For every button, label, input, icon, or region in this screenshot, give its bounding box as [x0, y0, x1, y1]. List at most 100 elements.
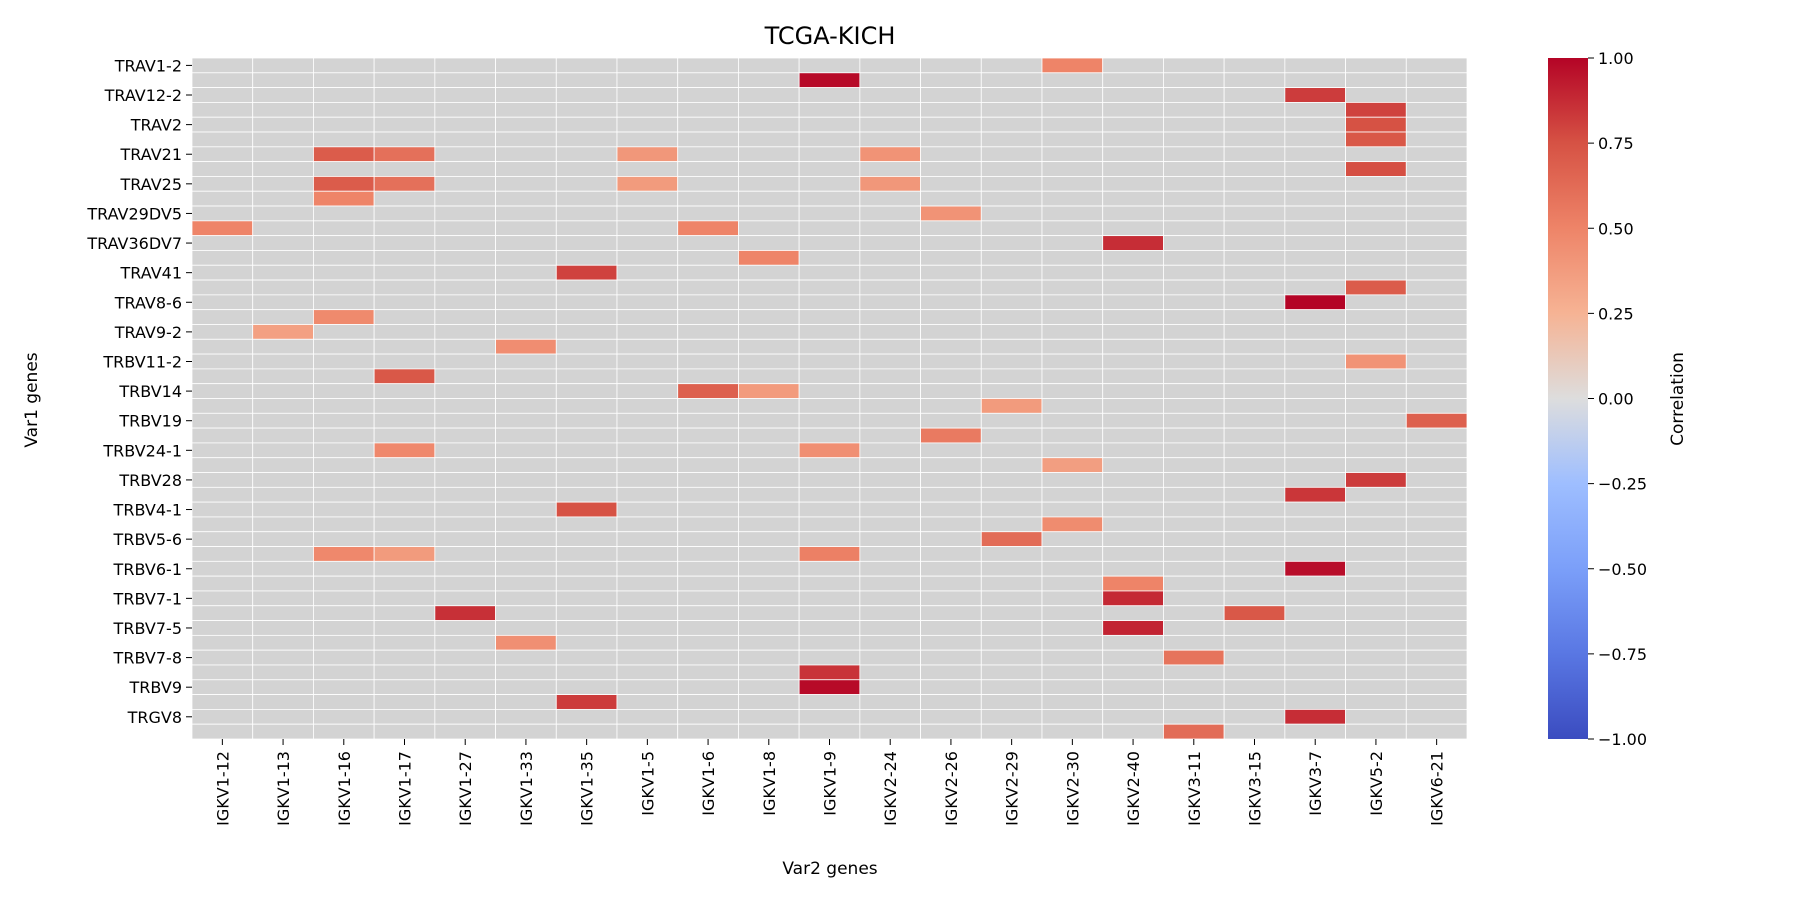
x-tick-label: IGKV1-17: [396, 751, 415, 826]
heatmap-cell-empty: [373, 279, 436, 296]
heatmap-cell-empty: [495, 605, 557, 621]
heatmap-cell-empty: [859, 501, 921, 518]
heatmap-cell-empty: [555, 457, 618, 473]
heatmap-cell-empty: [1041, 560, 1104, 577]
heatmap-cell-empty: [980, 190, 1043, 207]
heatmap-cell-empty: [373, 235, 436, 251]
heatmap-cell-empty: [980, 590, 1043, 607]
heatmap-cell: [313, 546, 375, 562]
heatmap-cell-empty: [1345, 250, 1407, 266]
heatmap-cell-empty: [859, 531, 921, 547]
heatmap-cell-empty: [313, 324, 375, 340]
heatmap-cell-empty: [616, 87, 679, 103]
heatmap-cell-empty: [738, 72, 800, 89]
heatmap-cell-empty: [859, 190, 921, 207]
heatmap-cell-empty: [373, 412, 436, 429]
heatmap-cell-empty: [1041, 634, 1104, 651]
heatmap-cell-empty: [920, 590, 982, 607]
heatmap-cell-empty: [434, 250, 496, 266]
heatmap-cell-empty: [495, 353, 557, 370]
heatmap-cell-empty: [677, 723, 739, 740]
heatmap-cell-empty: [677, 309, 739, 325]
heatmap-cell-empty: [859, 723, 921, 740]
heatmap-cell-empty: [555, 235, 618, 251]
heatmap-cell-empty: [555, 531, 618, 547]
heatmap-cell-empty: [373, 190, 436, 207]
heatmap-cell-empty: [191, 516, 254, 533]
heatmap-cell-empty: [859, 457, 921, 473]
heatmap-cell-empty: [677, 205, 739, 222]
heatmap-cell-empty: [980, 501, 1043, 518]
heatmap-cell-empty: [1405, 531, 1468, 547]
heatmap-cell-empty: [373, 131, 436, 148]
heatmap-cell-empty: [1163, 279, 1225, 296]
heatmap-cell-empty: [1284, 516, 1346, 533]
heatmap-cell-empty: [1345, 442, 1407, 459]
heatmap-cell-empty: [859, 708, 921, 725]
heatmap-cell-empty: [1405, 220, 1468, 237]
heatmap-cell-empty: [798, 353, 861, 370]
heatmap-cell-empty: [859, 309, 921, 325]
heatmap-cell-empty: [313, 516, 375, 533]
heatmap-cell-empty: [495, 546, 557, 562]
heatmap-cell-empty: [798, 516, 861, 533]
heatmap-cell-empty: [616, 486, 679, 503]
heatmap-cell-empty: [616, 575, 679, 592]
heatmap-cell-empty: [920, 324, 982, 340]
heatmap-cell-empty: [738, 131, 800, 148]
heatmap-cell-empty: [434, 131, 496, 148]
heatmap-cell-empty: [434, 634, 496, 651]
heatmap-cell-empty: [313, 442, 375, 459]
heatmap-cell-empty: [373, 324, 436, 340]
heatmap-cell-empty: [1223, 205, 1286, 222]
heatmap-cell-empty: [1041, 427, 1104, 444]
heatmap-cell-empty: [1405, 205, 1468, 222]
heatmap-cell-empty: [1345, 531, 1407, 547]
heatmap-cell-empty: [1345, 427, 1407, 444]
heatmap-cell-empty: [1102, 324, 1164, 340]
heatmap-cell-empty: [1284, 575, 1346, 592]
heatmap-cell-empty: [1102, 146, 1164, 163]
heatmap-cell-empty: [313, 694, 375, 710]
heatmap-cell-empty: [1345, 264, 1407, 281]
heatmap-cell-empty: [313, 87, 375, 103]
heatmap-cell-empty: [616, 634, 679, 651]
heatmap-cell-empty: [616, 501, 679, 518]
heatmap-cell-empty: [1405, 575, 1468, 592]
heatmap-cell-empty: [980, 649, 1043, 666]
heatmap-cell-empty: [920, 546, 982, 562]
heatmap-cell-empty: [555, 575, 618, 592]
heatmap-cell-empty: [677, 324, 739, 340]
heatmap-cell-empty: [1041, 531, 1104, 547]
heatmap-cell-empty: [252, 708, 314, 725]
heatmap-cell-empty: [191, 590, 254, 607]
heatmap-cell-empty: [1405, 501, 1468, 518]
heatmap-grid: [191, 57, 1468, 740]
heatmap-cell-empty: [738, 235, 800, 251]
heatmap-cell-empty: [980, 338, 1043, 355]
heatmap-cell-empty: [495, 501, 557, 518]
y-tick-label: TRBV5-6: [113, 530, 182, 549]
heatmap-cell-empty: [1102, 560, 1164, 577]
heatmap-cell-empty: [616, 72, 679, 89]
heatmap-cell-empty: [1345, 412, 1407, 429]
heatmap-cell-empty: [859, 324, 921, 340]
heatmap-cell: [1102, 620, 1164, 636]
heatmap-cell-empty: [495, 309, 557, 325]
heatmap-cell-empty: [677, 353, 739, 370]
heatmap-cell-empty: [191, 294, 254, 311]
heatmap-cell-empty: [495, 87, 557, 103]
heatmap-cell-empty: [1405, 516, 1468, 533]
heatmap-cell-empty: [798, 620, 861, 636]
heatmap-cell-empty: [1041, 575, 1104, 592]
heatmap-cell-empty: [616, 723, 679, 740]
colorbar-label: Correlation: [1668, 352, 1688, 446]
heatmap-cell-empty: [495, 472, 557, 488]
heatmap-cell-empty: [980, 146, 1043, 163]
heatmap-cell-empty: [1345, 708, 1407, 725]
heatmap-cell-empty: [859, 620, 921, 636]
colorbar-tick-label: −0.25: [1598, 475, 1647, 494]
heatmap-cell-empty: [677, 398, 739, 414]
heatmap-cell-empty: [920, 353, 982, 370]
